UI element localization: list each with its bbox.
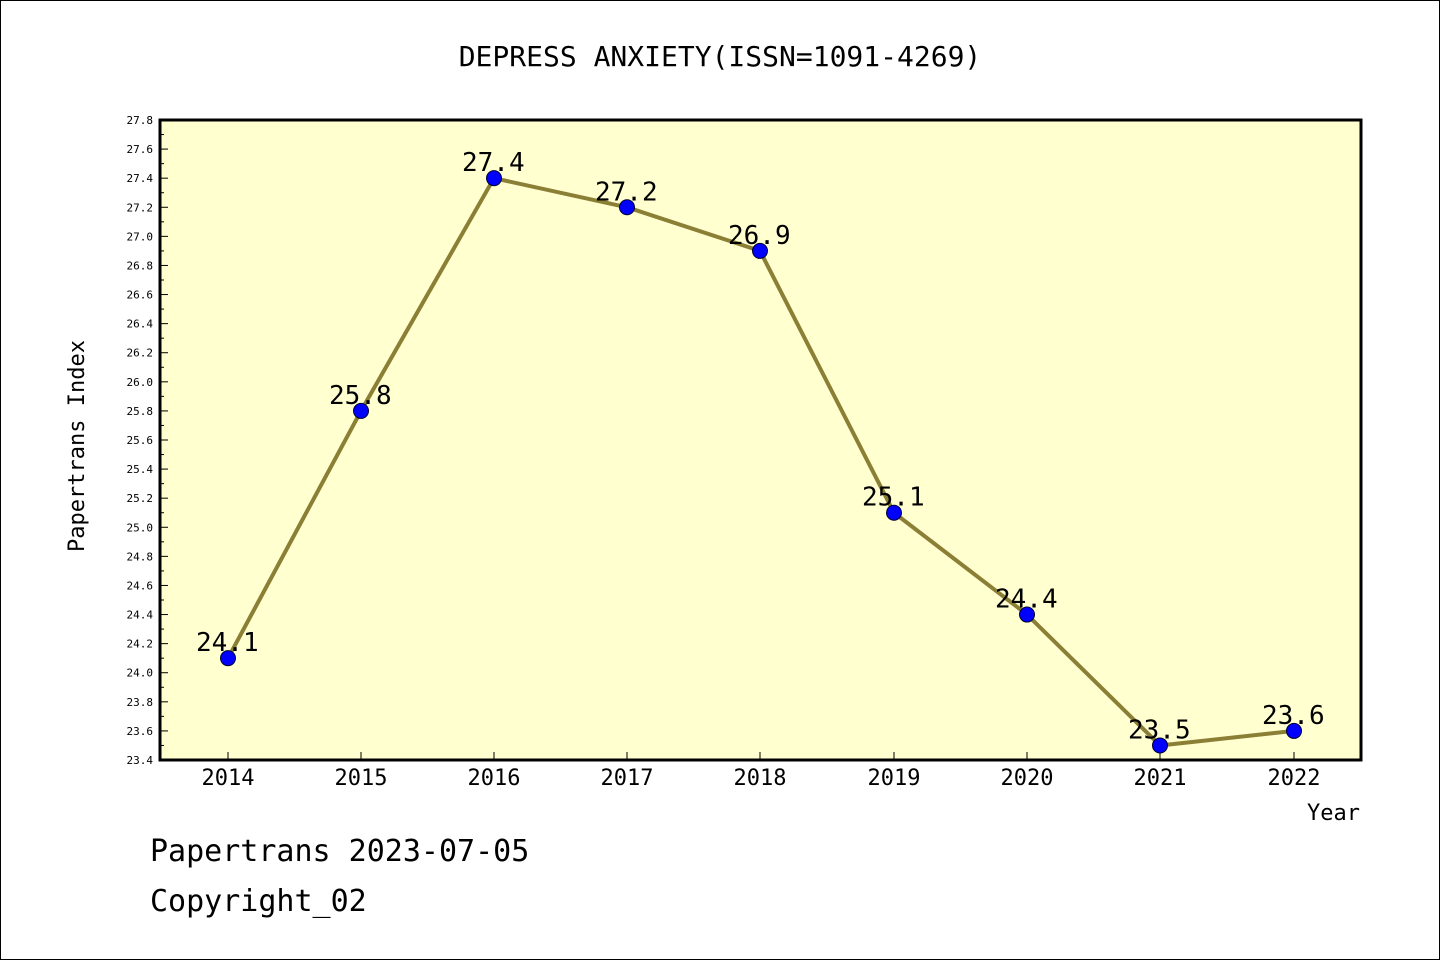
y-tick-label: 24.2 (127, 638, 154, 651)
x-tick-label: 2018 (734, 766, 787, 791)
data-point (619, 199, 635, 216)
x-axis: 2014 2015 2016 2017 2018 2019 2020 2021 2022 (202, 752, 1321, 791)
data-point (486, 170, 502, 187)
data-label: 24.1 (196, 628, 259, 658)
data-label: 25.8 (329, 381, 392, 411)
y-tick-label: 27.0 (127, 230, 154, 243)
x-tick-label: 2016 (468, 766, 521, 791)
data-label: 27.4 (462, 148, 525, 178)
y-tick-label: 23.8 (127, 696, 154, 709)
x-tick-label: 2014 (202, 766, 255, 791)
y-tick-label: 24.8 (127, 550, 154, 563)
data-label: 24.4 (995, 585, 1058, 615)
y-tick-label: 25.2 (127, 492, 154, 505)
data-point (1152, 737, 1168, 754)
data-label: 27.2 (595, 177, 658, 207)
x-tick-label: 2021 (1134, 766, 1187, 791)
y-tick-label: 24.6 (127, 579, 154, 592)
x-tick-label: 2020 (1001, 766, 1054, 791)
y-axis: 23.4 23.6 23.8 24.0 24.2 24.4 24.6 24.8 25.0 25.2… (127, 114, 168, 767)
data-point (220, 650, 236, 667)
y-tick-label: 26.6 (127, 289, 154, 302)
y-tick-label: 26.2 (127, 347, 154, 360)
x-tick-label: 2017 (601, 766, 654, 791)
y-tick-label: 25.0 (127, 521, 154, 534)
y-tick-label: 27.6 (127, 143, 154, 156)
chart-title: DEPRESS ANXIETY(ISSN=1091-4269) (459, 40, 982, 73)
data-labels: 24.1 25.8 27.4 27.2 26.9 25.1 24.4 23.5 23.6 (196, 148, 1325, 745)
y-tick-label: 24.0 (127, 667, 154, 680)
y-tick-label: 26.0 (127, 376, 154, 389)
source-stamp: Papertrans 2023-07-05 (150, 834, 530, 869)
data-label: 23.6 (1262, 701, 1325, 731)
x-tick-label: 2015 (335, 766, 388, 791)
x-axis-label: Year (1307, 801, 1360, 826)
data-label: 23.5 (1128, 715, 1191, 745)
data-points (220, 170, 1302, 754)
y-tick-label: 25.8 (127, 405, 154, 418)
x-tick-label: 2019 (868, 766, 921, 791)
y-tick-label: 24.4 (127, 609, 154, 622)
y-tick-label: 25.6 (127, 434, 154, 447)
y-tick-label: 23.6 (127, 725, 154, 738)
data-label: 26.9 (728, 221, 791, 251)
plot-area (158, 118, 1363, 762)
x-tick-label: 2022 (1268, 766, 1321, 791)
data-point (1019, 606, 1035, 623)
data-point (353, 402, 369, 419)
data-label: 25.1 (862, 483, 925, 513)
data-point (886, 504, 902, 521)
y-axis-label: Papertrans Index (65, 340, 90, 552)
y-tick-label: 23.4 (127, 754, 154, 767)
y-tick-label: 27.2 (127, 201, 154, 214)
data-point (752, 242, 768, 259)
data-point (1286, 722, 1302, 739)
y-tick-label: 27.8 (127, 114, 154, 127)
copyright-text: Copyright_02 (150, 884, 367, 919)
y-tick-label: 26.8 (127, 259, 154, 272)
y-tick-label: 25.4 (127, 463, 154, 476)
y-tick-label: 26.4 (127, 318, 154, 331)
y-tick-label: 27.4 (127, 172, 154, 185)
